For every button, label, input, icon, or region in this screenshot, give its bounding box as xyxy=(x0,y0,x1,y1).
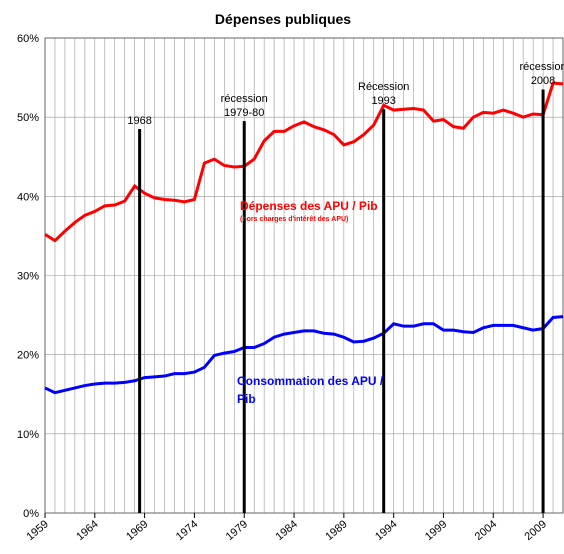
x-tick-label: 1959 xyxy=(24,518,50,543)
y-tick-label: 40% xyxy=(17,191,39,203)
x-tick-label: 2009 xyxy=(523,518,549,543)
x-tick-label: 1989 xyxy=(323,518,349,543)
x-tick-label: 1999 xyxy=(423,518,449,543)
y-tick-label: 0% xyxy=(23,508,39,520)
x-tick-label: 1979 xyxy=(224,518,250,543)
y-tick-label: 60% xyxy=(17,33,39,45)
annotation-label: Récession 1993 xyxy=(358,81,410,108)
x-tick-label: 1994 xyxy=(373,518,399,543)
x-tick-label: 1984 xyxy=(273,518,299,543)
series-label: Dépenses des APU / Pib xyxy=(240,199,378,213)
series-line xyxy=(44,315,564,395)
chart-title: Dépenses publiques xyxy=(215,11,351,27)
y-tick-label: 30% xyxy=(17,271,39,283)
x-tick-label: 1964 xyxy=(74,518,100,543)
y-tick-label: 50% xyxy=(17,112,39,124)
y-tick-label: 10% xyxy=(17,429,39,441)
plot-frame xyxy=(44,37,564,514)
x-tick-label: 2004 xyxy=(473,518,499,543)
annotation-label: récession 1979-80 xyxy=(220,93,268,120)
series-line xyxy=(44,81,564,243)
x-tick-label: 1974 xyxy=(174,518,200,543)
annotation-label: 1968 xyxy=(127,115,152,128)
annotation-label: récession 2008 xyxy=(519,61,564,88)
series-label: Consommation des APU / Pib xyxy=(237,374,384,406)
x-tick-label: 1969 xyxy=(124,518,150,543)
y-tick-label: 20% xyxy=(17,350,39,362)
series-note: (hors charges d'intérêt des APU) xyxy=(240,216,349,223)
